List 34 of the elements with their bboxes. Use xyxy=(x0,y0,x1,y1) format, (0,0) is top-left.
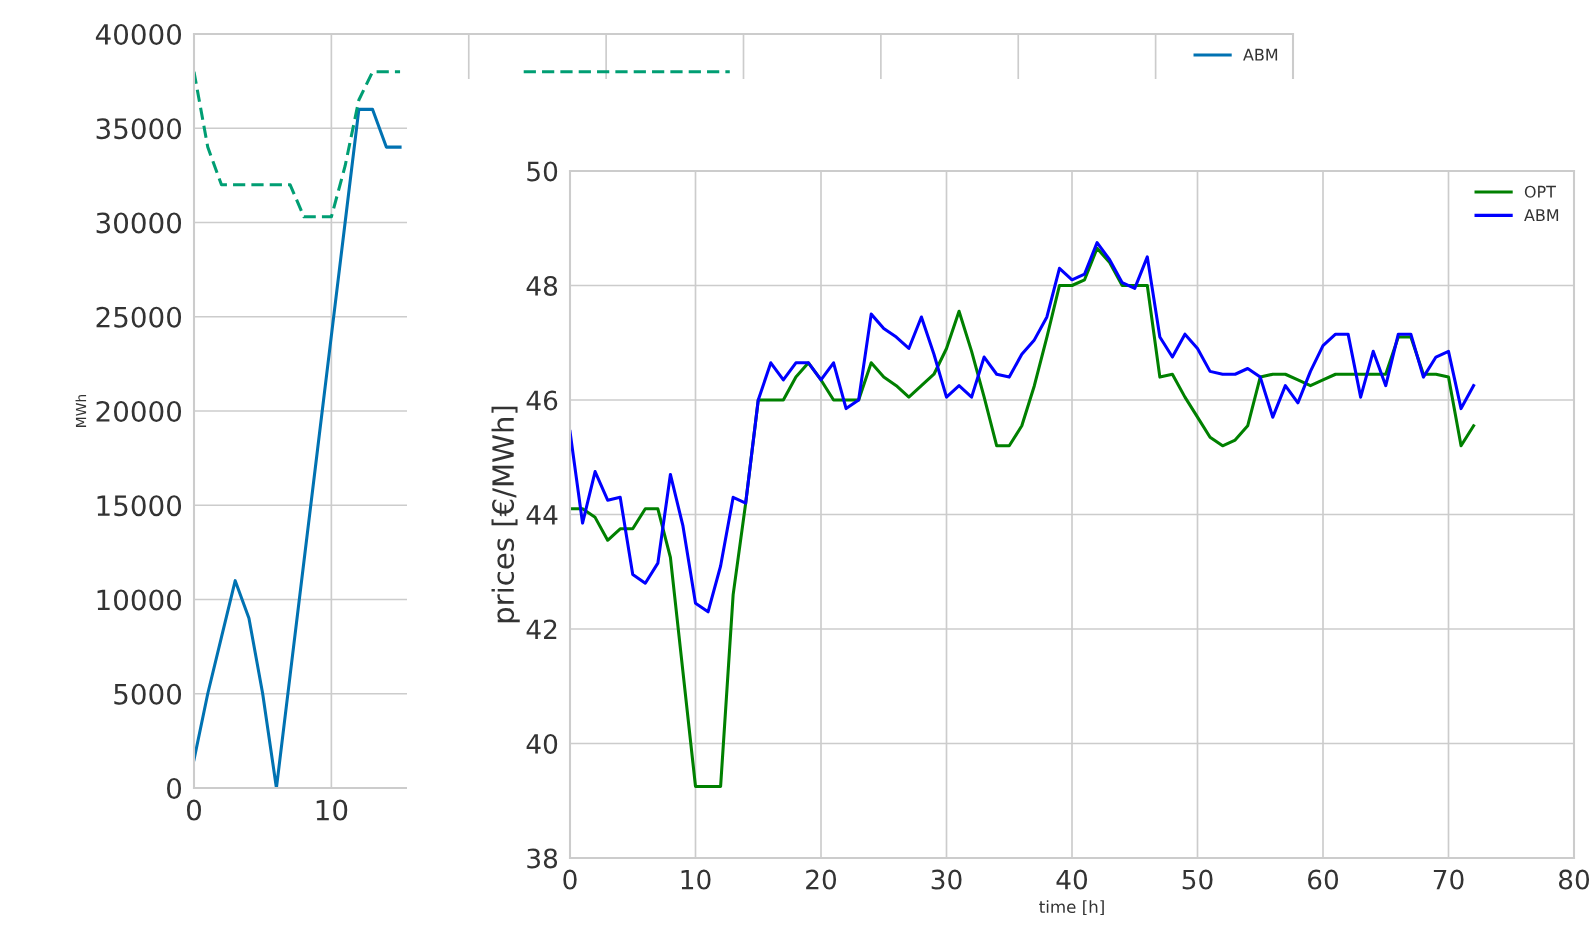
legend-label: ABM xyxy=(1524,209,1559,221)
y-tick-label: 40000 xyxy=(95,23,182,45)
legend-label: OPT xyxy=(1524,185,1556,198)
y-tick-label: 40 xyxy=(526,733,558,754)
x-axis-title: time [h] xyxy=(1039,900,1104,916)
x-tick-label: 30 xyxy=(931,869,962,890)
y-tick-label: 10000 xyxy=(97,589,182,611)
y-axis-title: prices [€/MWh] xyxy=(491,406,520,623)
y-tick-label: 25000 xyxy=(96,306,182,328)
y-axis-title: MWh xyxy=(75,394,87,427)
y-tick-label: 42 xyxy=(526,619,557,640)
y-tick-label: 48 xyxy=(526,275,558,296)
y-tick-label: 0 xyxy=(167,777,182,799)
x-tick-label: 50 xyxy=(1182,869,1213,890)
line-series xyxy=(194,107,402,788)
legend-label: ABM xyxy=(1243,48,1278,61)
y-tick-label: 30000 xyxy=(96,212,182,234)
x-tick-label: 0 xyxy=(563,869,577,890)
x-tick-label: 20 xyxy=(806,869,837,890)
y-tick-label: 44 xyxy=(526,505,558,525)
x-tick-label: 80 xyxy=(1559,869,1590,890)
x-tick-label: 10 xyxy=(316,799,348,821)
y-tick-label: 35000 xyxy=(96,118,182,140)
y-tick-label: 50 xyxy=(527,161,558,182)
y-tick-label: 20000 xyxy=(96,400,182,422)
x-tick-label: 70 xyxy=(1433,869,1464,890)
y-tick-label: 38 xyxy=(527,848,558,869)
line-series xyxy=(570,241,1476,614)
y-tick-label: 46 xyxy=(526,390,558,411)
x-tick-label: 60 xyxy=(1308,869,1339,890)
x-tick-label: 10 xyxy=(681,869,711,890)
y-tick-label: 15000 xyxy=(97,495,182,517)
x-tick-label: 40 xyxy=(1056,869,1088,890)
y-tick-label: 5000 xyxy=(114,683,182,705)
